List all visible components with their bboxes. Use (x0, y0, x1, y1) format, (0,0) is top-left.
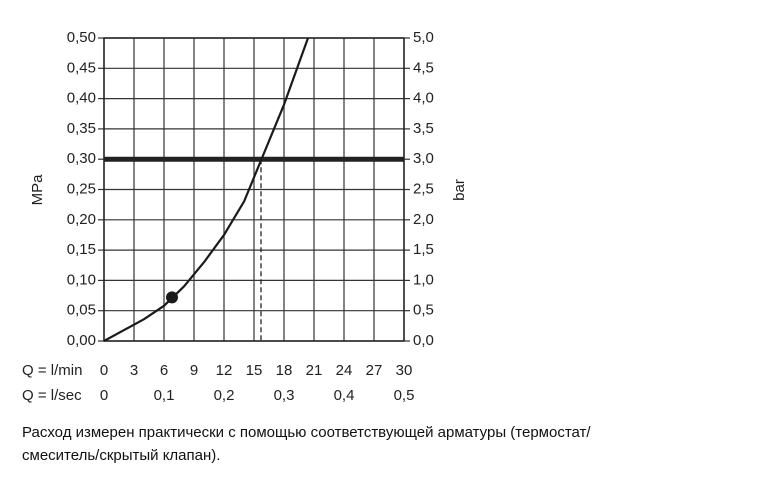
caption-line: Расход измерен практически с помощью соо… (22, 424, 591, 441)
x2-tick-label: 0,1 (154, 387, 175, 404)
y2-tick-label: 4,5 (413, 59, 434, 76)
x-tick-label: 27 (366, 362, 383, 379)
y2-tick-label: 4,0 (413, 90, 434, 107)
x-tick-label: 15 (246, 362, 263, 379)
y-tick-label: 0,05 (67, 302, 96, 319)
y-tick-label: 0,40 (67, 90, 96, 107)
x2-tick-label: 0,4 (334, 387, 355, 404)
plot-frame (103, 37, 405, 342)
y2-tick-label: 1,5 (413, 241, 434, 258)
y2-tick-label: 0,5 (413, 302, 434, 319)
y-tick-label: 0,25 (67, 180, 96, 197)
line-series (103, 37, 310, 342)
x2-tick-label: 0,5 (394, 387, 415, 404)
y2-tick-label: 3,0 (413, 150, 434, 167)
y-tick-label: 0,45 (67, 59, 96, 76)
x-tick-label: 3 (130, 362, 138, 379)
y2-axis-label: bar (451, 179, 468, 201)
y2-tick-label: 3,5 (413, 120, 434, 137)
y2-tick-label: 1,0 (413, 271, 434, 288)
x-axis-label: Q = l/min (22, 362, 82, 379)
y2-tick-label: 0,0 (413, 332, 434, 349)
x2-tick-label: 0,3 (274, 387, 295, 404)
x2-axis-label: Q = l/sec (22, 387, 82, 404)
y2-tick-label: 5,0 (413, 29, 434, 46)
x-tick-label: 6 (160, 362, 168, 379)
y2-tick-label: 2,0 (413, 211, 434, 228)
y-tick-label: 0,20 (67, 211, 96, 228)
y-tick-label: 0,50 (67, 29, 96, 46)
x-tick-label: 24 (336, 362, 353, 379)
x2-tick-label: 0,2 (214, 387, 235, 404)
y-axis-label: MPa (29, 174, 46, 206)
y-tick-label: 0,15 (67, 241, 96, 258)
caption-line: смеситель/скрытый клапан). (22, 447, 220, 464)
operating-point (166, 291, 178, 304)
x-tick-label: 9 (190, 362, 198, 379)
x-tick-label: 0 (100, 362, 108, 379)
x-tick-label: 30 (396, 362, 413, 379)
y2-tick-label: 2,5 (413, 180, 434, 197)
x-tick-label: 12 (216, 362, 233, 379)
x2-tick-label: 0 (100, 387, 108, 404)
y-tick-label: 0,35 (67, 120, 96, 137)
y-tick-label: 0,10 (67, 271, 96, 288)
y-tick-label: 0,30 (67, 150, 96, 167)
y-tick-label: 0,00 (67, 332, 96, 349)
x-tick-label: 21 (306, 362, 323, 379)
x-tick-label: 18 (276, 362, 293, 379)
